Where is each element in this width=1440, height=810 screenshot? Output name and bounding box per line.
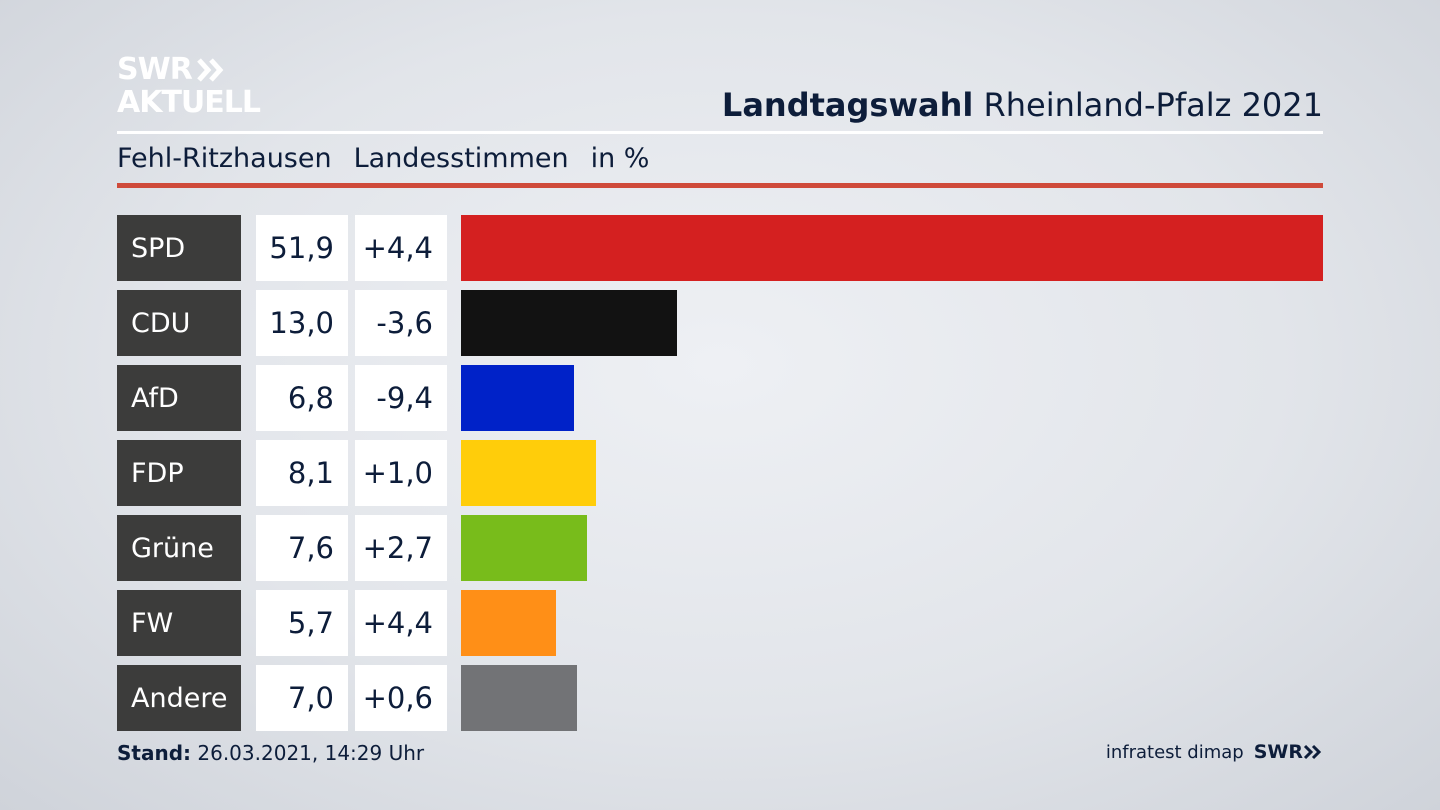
page-title: Landtagswahl Rheinland-Pfalz 2021 xyxy=(722,86,1323,124)
title-bold: Landtagswahl xyxy=(721,86,974,124)
vote-share-bar xyxy=(461,440,596,506)
subtitle-unit: in % xyxy=(590,143,650,174)
result-row: CDU 13,0 -3,6 xyxy=(117,290,1323,356)
vote-share-bar xyxy=(461,365,574,431)
change-label: -9,4 xyxy=(355,365,447,431)
change-label: +4,4 xyxy=(355,590,447,656)
vote-share-label: 5,7 xyxy=(256,590,348,656)
vote-share-bar xyxy=(461,515,587,581)
vote-share-bar xyxy=(461,215,1323,281)
vote-share-label: 51,9 xyxy=(256,215,348,281)
stand-label: Stand: xyxy=(117,741,192,765)
subtitle-place: Fehl-Ritzhausen xyxy=(117,143,332,174)
timestamp: Stand: 26.03.2021, 14:29 Uhr xyxy=(117,741,424,765)
result-row: FDP 8,1 +1,0 xyxy=(117,440,1323,506)
result-row: SPD 51,9 +4,4 xyxy=(117,215,1323,281)
party-label: CDU xyxy=(117,290,241,356)
result-row: FW 5,7 +4,4 xyxy=(117,590,1323,656)
subtitle-divider xyxy=(117,183,1323,188)
vote-share-bar xyxy=(461,665,577,731)
source-credit: infratest dimap SWR xyxy=(1106,741,1323,763)
header-divider xyxy=(117,131,1323,134)
vote-share-bar xyxy=(461,290,677,356)
change-label: +4,4 xyxy=(355,215,447,281)
subtitle-type: Landesstimmen xyxy=(353,143,569,174)
title-regular: Rheinland-Pfalz 2021 xyxy=(983,86,1323,124)
party-label: SPD xyxy=(117,215,241,281)
vote-share-label: 13,0 xyxy=(256,290,348,356)
party-label: FDP xyxy=(117,440,241,506)
vote-share-label: 6,8 xyxy=(256,365,348,431)
vote-share-label: 7,0 xyxy=(256,665,348,731)
double-chevron-small-icon xyxy=(1303,744,1322,760)
subtitle: Fehl-Ritzhausen Landesstimmen in % xyxy=(117,143,649,174)
change-label: -3,6 xyxy=(355,290,447,356)
change-label: +1,0 xyxy=(355,440,447,506)
result-row: Andere 7,0 +0,6 xyxy=(117,665,1323,731)
swr-aktuell-logo: SWR AKTUELL xyxy=(117,52,261,120)
stand-value: 26.03.2021, 14:29 Uhr xyxy=(197,741,425,765)
result-row: Grüne 7,6 +2,7 xyxy=(117,515,1323,581)
vote-share-label: 8,1 xyxy=(256,440,348,506)
logo-line2: AKTUELL xyxy=(117,85,261,120)
party-label: Grüne xyxy=(117,515,241,581)
change-label: +0,6 xyxy=(355,665,447,731)
source-label: infratest dimap xyxy=(1105,741,1244,763)
swr-brand: SWR xyxy=(1254,741,1323,763)
swr-brand-text: SWR xyxy=(1253,741,1303,763)
result-row: AfD 6,8 -9,4 xyxy=(117,365,1323,431)
double-chevron-icon xyxy=(196,58,224,82)
party-label: Andere xyxy=(117,665,241,731)
change-label: +2,7 xyxy=(355,515,447,581)
logo-line1: SWR xyxy=(117,52,193,87)
party-label: AfD xyxy=(117,365,241,431)
party-label: FW xyxy=(117,590,241,656)
vote-share-bar xyxy=(461,590,556,656)
vote-share-label: 7,6 xyxy=(256,515,348,581)
